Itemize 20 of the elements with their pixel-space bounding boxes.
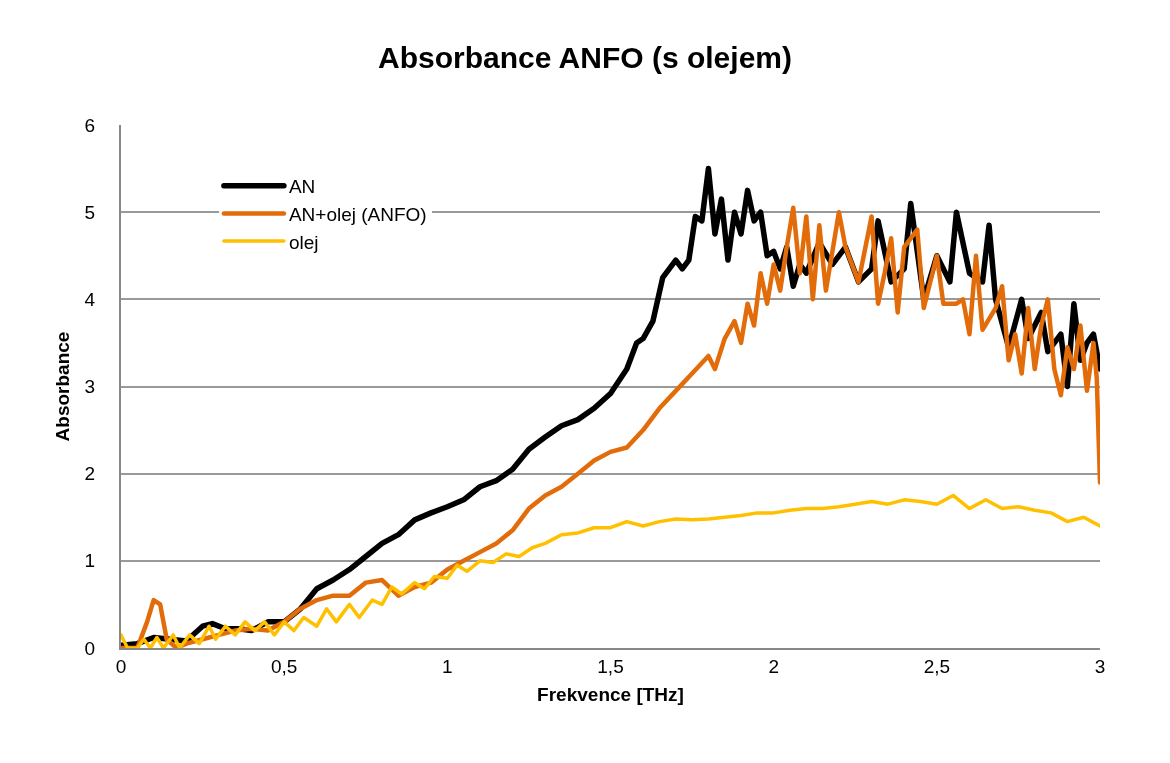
y-tick-label: 3 — [84, 376, 96, 398]
x-tick-label: 1,5 — [597, 655, 624, 677]
y-tick-label: 0 — [84, 637, 96, 659]
x-tick-label: 2,5 — [923, 655, 951, 677]
legend-label: olej — [288, 231, 319, 253]
x-axis-title: Frekvence [THz] — [537, 684, 684, 706]
x-tick-label: 2 — [768, 655, 779, 677]
x-tick-label: 0 — [115, 655, 127, 677]
x-tick-label: 3 — [1094, 655, 1106, 677]
x-tick-label: 1 — [442, 655, 453, 677]
y-tick-label: 2 — [84, 463, 96, 485]
y-tick-label: 5 — [84, 201, 96, 223]
x-tick-label: 0,5 — [270, 655, 298, 677]
legend-label: AN+olej (ANFO) — [288, 203, 427, 225]
y-axis-title: Absorbance — [51, 331, 73, 442]
chart-title: Absorbance ANFO (s olejem) — [378, 40, 792, 74]
y-tick-label: 6 — [84, 114, 96, 136]
legend-label: AN — [288, 176, 316, 198]
y-tick-label: 4 — [84, 288, 96, 310]
y-tick-label: 1 — [84, 550, 96, 572]
